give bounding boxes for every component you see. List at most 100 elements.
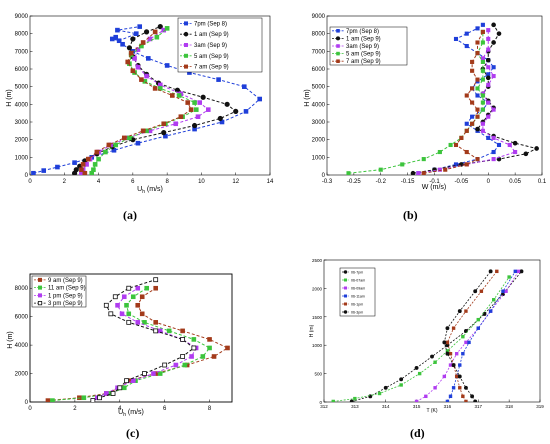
data-point: [50, 398, 55, 402]
data-point: [182, 362, 188, 368]
data-point: [464, 309, 468, 313]
data-point: [501, 289, 505, 293]
data-point: [104, 391, 109, 396]
data-point: [116, 38, 122, 44]
data-point: [224, 101, 230, 107]
data-point: [139, 294, 145, 300]
y-tick-label: 0: [319, 400, 322, 405]
y-tick-label: 1000: [312, 343, 323, 348]
data-point: [476, 326, 480, 330]
data-point: [140, 128, 146, 134]
data-point: [126, 285, 132, 291]
data-point: [192, 100, 197, 105]
data-point: [157, 371, 163, 376]
data-point: [486, 135, 491, 140]
data-point: [80, 162, 86, 167]
data-point: [193, 107, 199, 112]
data-point: [243, 109, 249, 114]
legend-marker: [184, 53, 189, 58]
legend-marker: [184, 64, 189, 69]
x-tick-label: -0.2: [376, 179, 387, 185]
data-point: [85, 156, 91, 162]
data-point: [217, 115, 223, 122]
data-point: [144, 285, 150, 291]
legend-box: [339, 267, 376, 317]
plot-frame: [29, 273, 233, 403]
data-point: [464, 121, 469, 126]
data-point: [200, 354, 206, 359]
data-point: [475, 86, 480, 91]
data-point: [491, 157, 496, 162]
x-tick-label: 317: [475, 404, 483, 409]
data-point: [96, 156, 101, 162]
legend-label: 06-09am: [351, 286, 365, 290]
data-point: [180, 328, 185, 334]
data-point: [523, 151, 529, 157]
x-tick-label: 6: [131, 179, 135, 185]
data-point: [513, 269, 518, 274]
legend-label: 3 pm (Sep 9): [48, 301, 83, 307]
panel-label-d: (d): [410, 426, 425, 440]
data-point: [445, 399, 450, 402]
data-point: [480, 93, 485, 98]
data-point: [491, 65, 496, 70]
x-tick-label: -0.15: [401, 179, 415, 185]
data-point: [191, 345, 197, 351]
series-group: [346, 22, 539, 175]
data-point: [453, 162, 459, 167]
series-group: [331, 269, 524, 402]
x-tick-label: -0.3: [322, 179, 333, 185]
data-point: [200, 94, 206, 100]
x-tick-label: -0.05: [455, 179, 469, 185]
data-point: [90, 398, 96, 402]
data-point: [349, 399, 354, 402]
panel-label-b: (b): [403, 208, 418, 222]
y-tick-label: 500: [314, 372, 322, 377]
data-point: [225, 345, 230, 351]
data-point: [109, 36, 115, 42]
data-point: [458, 363, 462, 367]
data-point: [154, 34, 160, 40]
data-point: [457, 309, 462, 314]
data-point: [140, 40, 146, 45]
data-point: [103, 149, 108, 155]
y-tick-label: 2500: [312, 258, 323, 263]
data-point: [108, 311, 114, 317]
data-point: [191, 122, 198, 129]
data-point: [126, 45, 133, 51]
data-point: [79, 167, 84, 172]
y-tick-label: 6000: [15, 315, 29, 321]
y-tick-label: 0: [25, 400, 29, 406]
y-tick-label: 8000: [312, 32, 326, 38]
legend-label: 11 am (Sep 9): [48, 286, 86, 292]
data-point: [135, 285, 141, 291]
data-point: [464, 340, 468, 345]
data-point: [480, 121, 485, 126]
panel-label-c: (c): [126, 426, 140, 440]
x-tick-label: 10: [198, 179, 205, 185]
y-tick-label: 1500: [312, 315, 323, 320]
data-point: [197, 100, 203, 105]
data-point: [442, 374, 447, 379]
data-point: [81, 395, 87, 401]
data-point: [437, 167, 442, 172]
y-tick-label: 7000: [312, 49, 326, 55]
x-tick-label: 315: [413, 404, 421, 409]
legend-marker: [37, 293, 42, 298]
y-tick-label: 0: [322, 173, 326, 179]
chart-a-panel: 0 2 4 6 8 10 12 14 0 1000 2000 3000 4000 5000 6000 7000…: [6, 14, 274, 195]
legend-marker: [344, 302, 347, 306]
y-tick-label: 0: [25, 173, 29, 179]
data-point: [173, 362, 179, 368]
data-point: [112, 294, 118, 300]
data-point: [464, 385, 468, 390]
data-point: [473, 399, 478, 402]
data-point: [45, 398, 51, 402]
data-point: [480, 100, 485, 105]
legend-marker: [336, 59, 340, 63]
data-point: [195, 114, 201, 119]
y-tick-label: 3000: [15, 120, 29, 126]
data-point: [470, 100, 475, 105]
legend-label: 1 pm (Sep 9): [48, 293, 83, 299]
legend-marker: [184, 42, 189, 47]
